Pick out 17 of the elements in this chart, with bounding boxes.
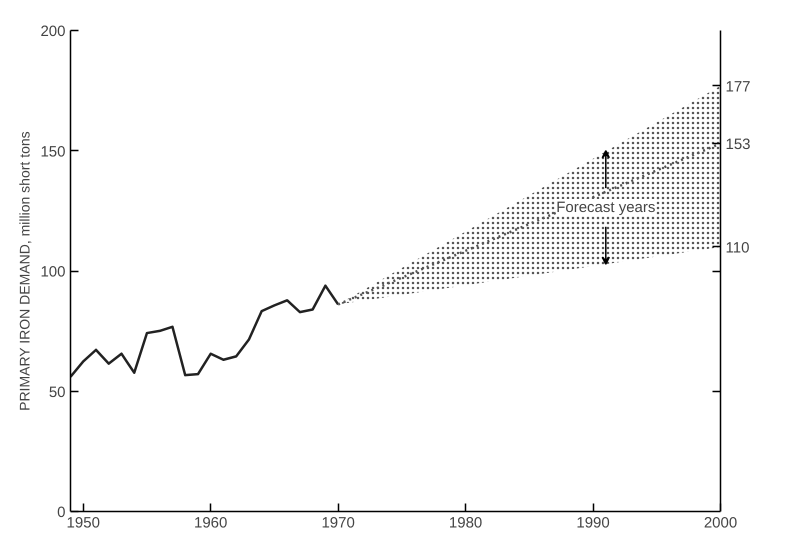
x-tick-label: 1980 <box>448 514 482 532</box>
y2-tick-label: 153 <box>726 136 751 154</box>
y-tick-label: 200 <box>40 23 66 40</box>
y-tick-label: 150 <box>40 143 66 160</box>
y-tick-label: 50 <box>48 384 66 401</box>
y-tick-label: 100 <box>40 264 66 280</box>
line-series <box>70 284 340 378</box>
annotation: Forecast years <box>556 198 656 216</box>
y-tick-label: 0 <box>57 504 66 521</box>
y-axis-title: PRIMARY IRON DEMAND, million short tons <box>16 131 32 411</box>
x-tick-label: 1970 <box>321 514 355 532</box>
x-tick-label: 1950 <box>66 514 100 532</box>
x-tick-label: 2000 <box>704 514 738 532</box>
y2-tick-label: 177 <box>726 78 751 96</box>
x-tick-label: 1990 <box>576 514 610 532</box>
y2-tick-label: 110 <box>726 239 750 256</box>
x-tick-label: 1960 <box>194 514 228 532</box>
